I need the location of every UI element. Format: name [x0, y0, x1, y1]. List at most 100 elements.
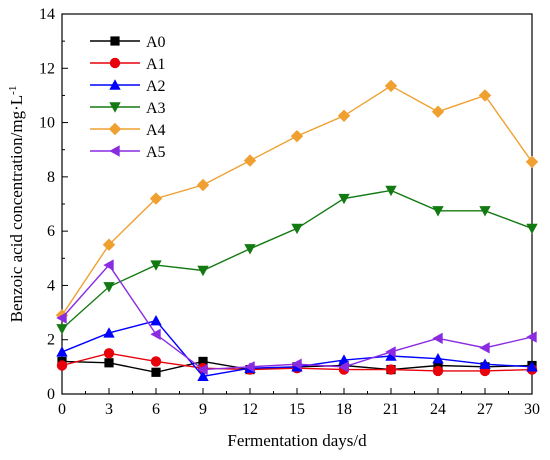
series-a4-point [525, 155, 539, 169]
series-a3-point [197, 265, 209, 277]
series-a0-point [151, 367, 161, 377]
series-a4-point [102, 238, 116, 251]
legend-marker-a5 [109, 145, 120, 157]
legend-item-a5: A5 [90, 144, 166, 161]
legend-label-a0: A0 [146, 34, 166, 51]
series-a5-point [338, 361, 349, 373]
y-axis-title: Benzoic acid concentration/mg·L-1 [7, 86, 26, 323]
legend-label-a3: A3 [146, 100, 166, 117]
series-a3-point [479, 206, 491, 217]
series-a5-point [526, 331, 537, 343]
series-a5-point [150, 328, 161, 340]
series-a0-point [198, 356, 208, 367]
series-a4-point [243, 154, 257, 167]
series-a5-point [244, 361, 255, 373]
series-a5-point [432, 332, 443, 345]
x-tick-label: 9 [199, 401, 207, 418]
series-a2-point [432, 353, 444, 364]
series-a3 [56, 185, 538, 335]
series-a3-point [291, 223, 303, 235]
series-a2-point [197, 370, 209, 382]
legend-marker-a2 [109, 79, 121, 90]
series-layer [55, 79, 539, 382]
y-tick-label: 8 [47, 169, 55, 186]
series-a3-point [244, 244, 256, 255]
series-a1-point [103, 348, 115, 359]
x-tick-label: 12 [242, 401, 258, 418]
series-a3-point [338, 193, 350, 205]
series-a1-point [432, 365, 444, 377]
x-axis-title: Fermentation days/d [227, 431, 367, 450]
y-axis-title-superscript: -1 [7, 86, 19, 95]
y-tick-label: 2 [47, 332, 55, 349]
series-a0-point [433, 360, 443, 371]
series-a5-point [291, 358, 302, 370]
x-tick-label: 21 [383, 401, 399, 418]
series-a2-point [526, 361, 538, 372]
legend-label-a5: A5 [146, 144, 166, 161]
legend-item-a3: A3 [90, 100, 166, 117]
legend-marker-a1 [109, 57, 121, 69]
series-a5-line [61, 263, 533, 371]
series-a3-point [385, 185, 397, 197]
x-tick-label: 27 [477, 401, 493, 418]
y-axis-title-main: Benzoic acid concentration/mg·L [7, 95, 26, 323]
series-a0-point [104, 358, 114, 368]
series-a1-point [56, 360, 68, 371]
y-tick-label: 12 [39, 60, 55, 77]
series-a1-point [150, 356, 162, 367]
series-a4-point [384, 79, 398, 93]
series-a1-point [385, 364, 397, 375]
legend-item-a2: A2 [90, 78, 166, 95]
series-a2-point [56, 346, 68, 357]
legend-item-a0: A0 [90, 34, 166, 51]
x-tick-label: 3 [105, 401, 113, 418]
series-a3-point [432, 206, 444, 217]
series-a5-point [103, 259, 114, 271]
legend-marker-a0 [110, 36, 120, 46]
series-a5-point [197, 363, 208, 376]
series-a4-point [431, 105, 445, 118]
legend-label-a1: A1 [146, 56, 166, 73]
series-a4 [55, 79, 539, 322]
series-a4-point [337, 109, 351, 122]
legend-marker-a4 [108, 122, 122, 136]
y-tick-label: 0 [47, 386, 55, 403]
series-a3-point [103, 282, 115, 293]
series-a3-point [56, 324, 68, 335]
series-a5-point [479, 342, 490, 354]
series-a2-point [150, 315, 162, 326]
series-a3-point [526, 223, 538, 235]
y-tick-label: 14 [39, 6, 55, 23]
plot-frame [61, 13, 533, 395]
legend-label-a4: A4 [146, 122, 166, 139]
x-axis: 0 3 6 9 12 15 18 21 24 27 30 [58, 388, 540, 418]
y-tick-label: 4 [47, 277, 55, 294]
series-a3-line [61, 189, 533, 330]
series-a3-point [150, 260, 162, 271]
series-a4-line [61, 85, 533, 316]
legend-label-a2: A2 [146, 78, 166, 95]
legend-marker-a3 [109, 102, 121, 113]
legend: A0 A1 A2 A3 A4 A5 [90, 34, 166, 161]
series-a2-point [385, 350, 397, 361]
y-tick-label: 10 [39, 115, 55, 132]
series-a4-point [290, 129, 304, 143]
series-a2-point [103, 327, 115, 338]
series-a4-point [149, 192, 163, 205]
y-axis: 0 2 4 6 8 10 12 14 [39, 6, 68, 403]
x-tick-label: 18 [336, 401, 352, 418]
x-tick-label: 6 [152, 401, 160, 418]
series-a2-point [479, 358, 491, 369]
y-tick-label: 6 [47, 223, 55, 240]
series-a4-point [196, 178, 210, 192]
x-tick-label: 24 [430, 401, 446, 418]
series-a4-point [478, 89, 492, 102]
series-a5-point [385, 346, 396, 358]
legend-item-a4: A4 [90, 122, 166, 139]
x-tick-label: 15 [289, 401, 305, 418]
x-tick-label: 30 [524, 401, 540, 418]
series-a5 [56, 259, 537, 376]
x-tick-label: 0 [58, 401, 66, 418]
